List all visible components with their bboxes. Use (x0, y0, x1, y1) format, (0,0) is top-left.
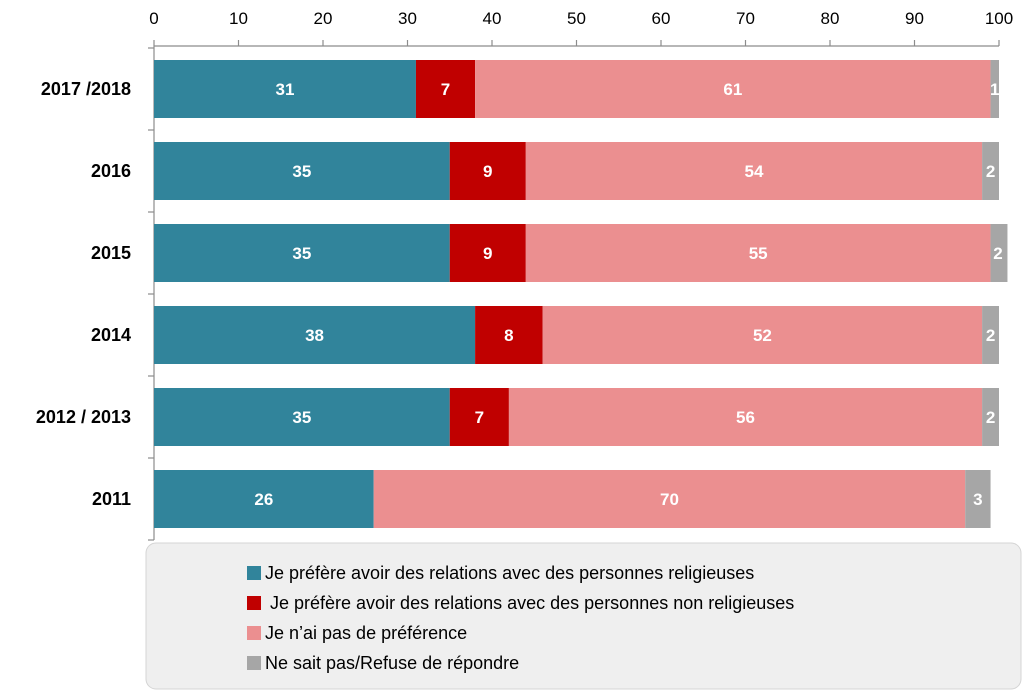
x-tick-label: 10 (229, 9, 248, 28)
bar-segment (154, 470, 374, 528)
bar-value-label: 31 (276, 80, 295, 99)
bar-segment (449, 142, 526, 200)
bar-segment (154, 142, 450, 200)
bar-segment (525, 224, 991, 282)
bar-value-label: 2 (986, 408, 995, 427)
bar-value-label: 9 (483, 244, 492, 263)
bar-value-label: 35 (292, 244, 311, 263)
bars: 31 7 61 1 35 9 54 2 35 9 55 2 38 8 52 2 35 7 56 2 26 70 3 (154, 60, 1008, 528)
legend: Je préfère avoir des relations avec des … (145, 542, 1022, 690)
x-tick-label: 80 (821, 9, 840, 28)
bar-segment (508, 388, 983, 446)
bar-segment (154, 306, 476, 364)
category-label: 2015 (91, 243, 131, 263)
bar-segment (475, 306, 543, 364)
x-axis: 0 10 20 30 40 50 60 70 80 90 100 (148, 9, 1013, 541)
x-tick-label: 90 (905, 9, 924, 28)
bar-segment (415, 60, 476, 118)
bar-value-label: 1 (990, 80, 999, 99)
bar-segment (542, 306, 983, 364)
x-tick-label: 0 (149, 9, 158, 28)
bar-value-label: 70 (660, 490, 679, 509)
bar-value-label: 54 (744, 162, 763, 181)
category-label: 2014 (91, 325, 131, 345)
bar-segment (990, 224, 1008, 282)
category-label: 2016 (91, 161, 131, 181)
legend-box (145, 542, 1022, 690)
legend-entry: Je n’ai pas de préférence (265, 623, 467, 643)
legend-swatch (247, 566, 261, 580)
bar-value-label: 2 (993, 244, 1002, 263)
bar-segment (982, 306, 999, 364)
x-tick-label: 50 (567, 9, 586, 28)
bar-segment (990, 60, 999, 118)
legend-entry: Ne sait pas/Refuse de répondre (265, 653, 519, 673)
bar-value-label: 2 (986, 326, 995, 345)
legend-swatch (247, 626, 261, 640)
x-tick-label: 100 (985, 9, 1013, 28)
bar-segment (982, 142, 999, 200)
bar-value-label: 38 (305, 326, 324, 345)
bar-segment (154, 224, 450, 282)
bar-value-label: 35 (292, 408, 311, 427)
x-tick-label: 20 (314, 9, 333, 28)
bar-value-label: 3 (973, 490, 982, 509)
category-labels: 2017 /2018 2016 2015 2014 2012 / 2013 2011 (36, 79, 131, 509)
legend-swatch (247, 596, 261, 610)
bar-value-label: 8 (504, 326, 513, 345)
category-label: 2012 / 2013 (36, 407, 131, 427)
bar-segment (475, 60, 991, 118)
bar-value-label: 61 (723, 80, 742, 99)
x-tick-label: 70 (736, 9, 755, 28)
legend-entry: Je préfère avoir des relations avec des … (265, 563, 754, 583)
bar-value-label: 56 (736, 408, 755, 427)
x-tick-label: 40 (483, 9, 502, 28)
category-label: 2017 /2018 (41, 79, 131, 99)
bar-value-label: 9 (483, 162, 492, 181)
bar-segment (965, 470, 991, 528)
bar-segment (525, 142, 983, 200)
bar-value-label: 35 (292, 162, 311, 181)
bar-value-label: 7 (475, 408, 484, 427)
bar-segment (449, 388, 509, 446)
legend-swatch (247, 656, 261, 670)
category-label: 2011 (92, 489, 131, 509)
bar-value-label: 26 (254, 490, 273, 509)
bar-segment (154, 388, 450, 446)
x-tick-label: 30 (398, 9, 417, 28)
bar-value-label: 7 (441, 80, 450, 99)
x-tick-label: 60 (652, 9, 671, 28)
bar-segment (373, 470, 966, 528)
bar-segment (449, 224, 526, 282)
legend-entry: Je préfère avoir des relations avec des … (265, 593, 794, 613)
bar-value-label: 52 (753, 326, 772, 345)
bar-segment (154, 60, 416, 118)
bar-value-label: 2 (986, 162, 995, 181)
bar-value-label: 55 (749, 244, 768, 263)
bar-segment (982, 388, 999, 446)
